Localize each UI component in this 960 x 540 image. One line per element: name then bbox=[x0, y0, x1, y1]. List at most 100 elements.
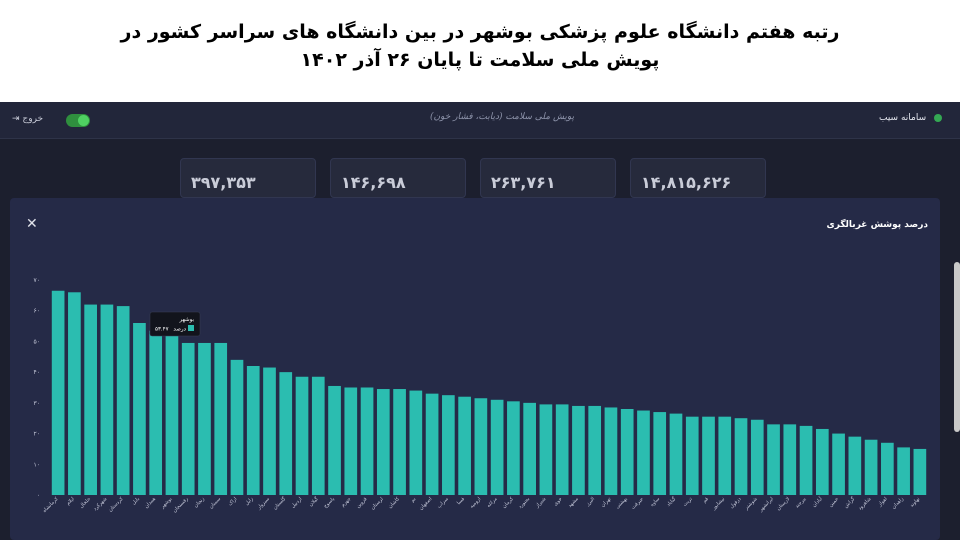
bar[interactable] bbox=[344, 387, 358, 496]
bar[interactable] bbox=[409, 390, 423, 495]
tooltip-title: بوشهر bbox=[178, 317, 194, 323]
x-tick-label: قم bbox=[702, 496, 711, 505]
y-axis: ۰ ۱۰ ۲۰ ۳۰ ۴۰ ۵۰ ۶۰ ۷۰ bbox=[34, 277, 40, 499]
x-tick-label: کردستان bbox=[107, 496, 125, 514]
stat-card-4: ۱۴,۸۱۵,۶۲۶ bbox=[630, 158, 766, 198]
bar[interactable] bbox=[133, 323, 146, 495]
bar[interactable] bbox=[572, 405, 585, 495]
bar[interactable] bbox=[620, 409, 634, 495]
x-tick-label: بجنورد bbox=[517, 496, 531, 510]
bar[interactable] bbox=[718, 416, 732, 495]
bar[interactable] bbox=[750, 419, 764, 495]
bar[interactable] bbox=[539, 404, 553, 495]
bar[interactable] bbox=[783, 424, 797, 495]
x-tick-label: سبزوار bbox=[256, 496, 271, 511]
bar[interactable] bbox=[815, 428, 829, 495]
campaign-banner: پویش ملی سلامت (دیابت، فشار خون) bbox=[430, 112, 575, 122]
logout-icon: ⇥ bbox=[12, 114, 20, 124]
bar[interactable] bbox=[685, 416, 699, 495]
bar[interactable] bbox=[767, 424, 780, 495]
bar[interactable] bbox=[490, 399, 504, 495]
x-tick-label: البرز bbox=[584, 496, 596, 508]
x-tick-label: قزوین bbox=[355, 496, 369, 510]
x-tick-label: ایلام bbox=[65, 496, 76, 507]
bar[interactable] bbox=[328, 385, 341, 495]
close-icon[interactable]: ✕ bbox=[26, 216, 38, 232]
bar[interactable] bbox=[230, 359, 244, 495]
x-tick-label: گراش bbox=[842, 495, 856, 509]
y-tick-label: ۶۰ bbox=[34, 308, 40, 315]
bar[interactable] bbox=[311, 376, 325, 495]
headline-line-1: رتبه هفتم دانشگاه علوم پزشکی بوشهر در بی… bbox=[120, 21, 840, 43]
bar[interactable] bbox=[442, 395, 455, 495]
x-tick-label: یاسوج bbox=[323, 496, 337, 510]
x-tick-label: رفسنجان bbox=[172, 496, 190, 514]
x-tick-label: اردبیل bbox=[290, 496, 303, 509]
bar[interactable] bbox=[637, 410, 650, 495]
bar[interactable] bbox=[913, 448, 927, 495]
tooltip-label: درصد bbox=[173, 327, 186, 333]
x-tick-label: همدان bbox=[144, 496, 158, 510]
bar[interactable] bbox=[897, 447, 910, 495]
bar[interactable] bbox=[864, 439, 878, 495]
bar[interactable] bbox=[848, 436, 862, 495]
bar[interactable] bbox=[523, 402, 536, 495]
bar[interactable] bbox=[734, 418, 748, 495]
x-axis-labels: کرمانشاه ایلام خلخال شهرکرد کردستان بابل همدان… bbox=[42, 495, 922, 514]
bar[interactable] bbox=[702, 416, 715, 495]
bar[interactable] bbox=[100, 304, 114, 495]
bar[interactable] bbox=[604, 407, 618, 495]
bar[interactable] bbox=[588, 405, 602, 495]
brand[interactable]: سامانه سیب bbox=[879, 113, 942, 123]
x-tick-label: اهواز bbox=[876, 496, 888, 508]
coverage-bar-chart: ۰ ۱۰ ۲۰ ۳۰ ۴۰ ۵۰ ۶۰ ۷۰ کرمانشاه ایلام خلخال شهرکرد… bbox=[34, 277, 927, 514]
bar[interactable] bbox=[198, 342, 211, 495]
bar[interactable] bbox=[474, 398, 488, 495]
bar[interactable] bbox=[181, 342, 195, 495]
bar[interactable] bbox=[246, 366, 260, 495]
bar[interactable] bbox=[214, 342, 228, 495]
bar[interactable] bbox=[295, 376, 309, 495]
bar[interactable] bbox=[68, 292, 81, 495]
logout-label: خروج bbox=[22, 114, 44, 124]
page-headline: رتبه هفتم دانشگاه علوم پزشکی بوشهر در بی… bbox=[0, 18, 960, 74]
page-scrollbar[interactable] bbox=[954, 262, 960, 432]
bar[interactable] bbox=[393, 389, 406, 495]
bar[interactable] bbox=[425, 393, 439, 495]
x-tick-label: کرمانشاه bbox=[42, 496, 60, 514]
logout-button[interactable]: خروج ⇥ bbox=[12, 114, 43, 124]
bar[interactable] bbox=[881, 442, 894, 495]
bar[interactable] bbox=[149, 330, 163, 495]
x-tick-label: زنجان bbox=[193, 496, 206, 509]
bar[interactable] bbox=[458, 396, 471, 495]
y-tick-label: ۲۰ bbox=[34, 431, 40, 438]
bar[interactable] bbox=[507, 401, 520, 495]
bar[interactable] bbox=[51, 290, 65, 495]
bar[interactable] bbox=[279, 372, 293, 495]
bar[interactable] bbox=[376, 389, 390, 495]
bar[interactable] bbox=[84, 304, 97, 495]
bar[interactable] bbox=[799, 425, 813, 495]
bar[interactable] bbox=[555, 404, 569, 495]
bar[interactable] bbox=[165, 330, 179, 495]
bar[interactable] bbox=[263, 367, 276, 495]
x-tick-label: گیلان bbox=[307, 495, 320, 508]
bar[interactable] bbox=[832, 433, 845, 495]
x-tick-label: زاهدان bbox=[891, 496, 906, 511]
bar[interactable] bbox=[669, 413, 683, 495]
x-tick-label: بیرجند bbox=[794, 496, 807, 509]
x-tick-label: مراغه bbox=[486, 496, 499, 509]
bar[interactable] bbox=[116, 306, 130, 495]
x-tick-label: دزفول bbox=[729, 496, 743, 510]
bar[interactable] bbox=[360, 387, 374, 496]
x-tick-label: زابل bbox=[244, 496, 255, 507]
bar[interactable] bbox=[653, 412, 667, 495]
toggle-knob bbox=[78, 115, 89, 126]
tooltip-background bbox=[149, 311, 201, 337]
x-tick-label: سراب bbox=[436, 496, 449, 509]
y-tick-label: ۵۰ bbox=[34, 338, 40, 345]
theme-toggle[interactable] bbox=[66, 114, 90, 127]
x-tick-label: نیشابور bbox=[710, 496, 726, 512]
x-tick-label: جهرم bbox=[340, 496, 352, 508]
stat-card-3: ۲۶۳,۷۶۱ bbox=[480, 158, 616, 198]
